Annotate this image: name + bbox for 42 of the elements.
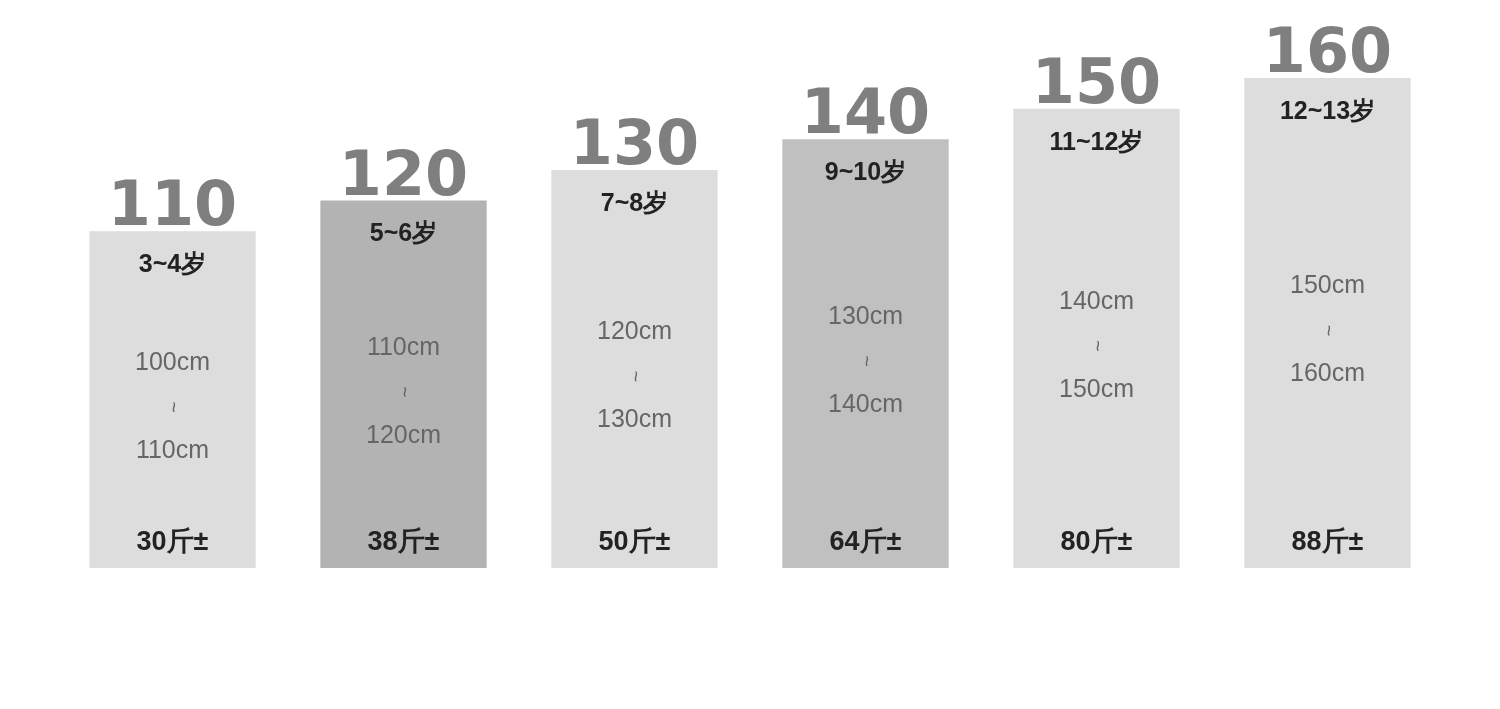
annotation: 150cm (1058, 373, 1135, 402)
bar (782, 139, 949, 568)
bar (320, 200, 487, 568)
data-label: 160 (1262, 14, 1393, 87)
x-tick-label: 11~12岁 (1049, 126, 1144, 155)
annotation: 100cm (134, 346, 211, 375)
annotation: ~ (1086, 339, 1109, 352)
bar (89, 231, 256, 568)
annotation: ~ (624, 370, 647, 383)
x-tick-label: 3~4岁 (138, 249, 207, 278)
annotation: 130cm (596, 404, 673, 433)
data-label: 120 (338, 136, 469, 210)
annotation: 120cm (365, 419, 442, 448)
annotation: ~ (1317, 324, 1340, 337)
data-label: 110 (107, 167, 238, 241)
annotation: 88斤± (1291, 526, 1364, 557)
bar (1013, 108, 1180, 568)
annotation: 160cm (1289, 358, 1366, 387)
annotation: 50斤± (598, 526, 671, 557)
data-label: 130 (569, 105, 700, 179)
annotation: 38斤± (367, 526, 440, 557)
annotation: 30斤± (136, 526, 209, 557)
annotation: ~ (162, 401, 185, 413)
annotation: 110cm (366, 331, 441, 360)
bar (551, 169, 718, 568)
bar (1244, 78, 1411, 568)
x-tick-label: 7~8岁 (600, 187, 669, 216)
annotation: 130cm (827, 301, 904, 330)
x-tick-label: 9~10岁 (824, 157, 907, 186)
annotation: 150cm (1289, 270, 1366, 299)
annotation: 120cm (596, 316, 673, 345)
data-label: 140 (800, 75, 931, 149)
annotation: 80斤± (1060, 526, 1133, 557)
x-tick-label: 5~6岁 (369, 218, 438, 247)
annotation: 140cm (827, 389, 904, 418)
annotation: ~ (393, 385, 416, 398)
annotation: 140cm (1058, 285, 1135, 314)
data-label: 150 (1031, 44, 1162, 118)
annotation: ~ (855, 355, 878, 367)
x-tick-label: 12~13岁 (1279, 95, 1376, 124)
annotation: 64斤± (829, 526, 902, 557)
annotation: 110cm (135, 434, 210, 463)
